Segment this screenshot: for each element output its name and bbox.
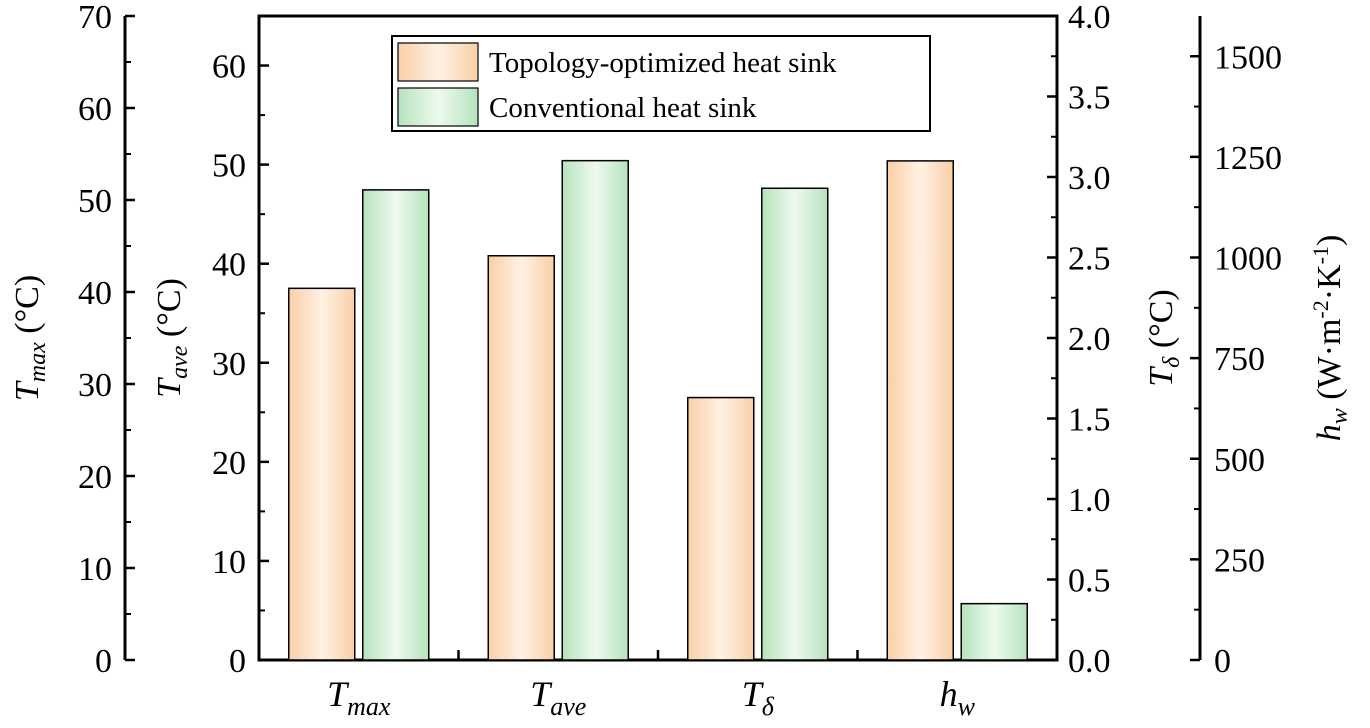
tick-label-Tave: 60 (212, 49, 246, 86)
tick-label-Tdelta: 2.0 (1068, 321, 1111, 358)
legend-box (391, 35, 931, 132)
tick-label-hw: 250 (1214, 542, 1265, 579)
axis-Tave: 0 10 20 30 40 50 60 Tave (°C) (151, 49, 269, 680)
tick-label-hw: 750 (1214, 341, 1265, 378)
category-label-hw: hw (940, 674, 976, 721)
tick-label-Tmax: 30 (78, 367, 112, 404)
bar-topology-Tmax (288, 287, 356, 661)
tick-label-Tave: 30 (212, 346, 246, 383)
legend-swatch-topology (397, 42, 479, 82)
axes-layer: 0 10 20 30 40 50 60 70 Tmax (°C) 0 10 20 30 40 50 60 Tav… (9, 0, 1353, 680)
axis-title-Tmax: Tmax (°C) (9, 275, 51, 401)
category-label-Tave: Tave (530, 674, 586, 721)
tick-label-hw: 1000 (1214, 241, 1282, 278)
legend: Topology-optimized heat sink Conventiona… (391, 35, 931, 132)
bar-conventional-Tmax (362, 189, 430, 661)
tick-label-Tave: 20 (212, 445, 246, 482)
legend-swatch-conventional (397, 87, 479, 127)
tick-label-Tave: 0 (229, 643, 246, 680)
bar-topology-Tdelta (687, 396, 755, 661)
tick-label-hw: 1500 (1214, 39, 1282, 76)
bar-conventional-Tdelta (761, 187, 829, 661)
tick-label-hw: 500 (1214, 442, 1265, 479)
bar-conventional-hw (960, 602, 1028, 661)
tick-label-Tmax: 40 (78, 275, 112, 312)
tick-label-Tmax: 70 (78, 0, 112, 36)
tick-label-Tave: 40 (212, 247, 246, 284)
tick-label-Tave: 10 (212, 544, 246, 581)
tick-label-Tmax: 0 (95, 643, 112, 680)
tick-label-Tdelta: 1.0 (1068, 482, 1111, 519)
tick-label-Tdelta: 4.0 (1068, 0, 1111, 36)
bar-topology-Tave (487, 255, 555, 661)
axis-Tdelta: 0.0 0.5 1.0 1.5 2.0 2.5 3.0 3.5 4.0 Tδ (°C) (1047, 0, 1185, 680)
category-label-Tmax: Tmax (327, 674, 391, 721)
tick-label-Tmax: 60 (78, 91, 112, 128)
axis-hw: 0 250 500 750 1000 1250 1500 hw (W·m-2·K-1) (1190, 16, 1353, 680)
tick-label-Tdelta: 1.5 (1068, 402, 1111, 439)
tick-label-Tdelta: 0.0 (1068, 643, 1111, 680)
category-labels: Tmax Tave Tδ hw (327, 674, 976, 721)
tick-label-hw: 1250 (1214, 140, 1282, 177)
tick-label-Tmax: 10 (78, 551, 112, 588)
tick-label-Tdelta: 3.0 (1068, 160, 1111, 197)
axis-title-Tave: Tave (°C) (151, 278, 193, 398)
tick-label-hw: 0 (1214, 643, 1231, 680)
category-label-Tdelta: Tδ (742, 674, 775, 721)
axis-title-Tdelta: Tδ (°C) (1143, 289, 1185, 387)
tick-label-Tmax: 20 (78, 459, 112, 496)
legend-label-topology: Topology-optimized heat sink (489, 47, 837, 79)
tick-label-Tdelta: 2.5 (1068, 241, 1111, 278)
tick-label-Tdelta: 0.5 (1068, 563, 1111, 600)
axis-title-hw: hw (W·m-2·K-1) (1308, 235, 1353, 442)
tick-label-Tdelta: 3.5 (1068, 80, 1111, 117)
bars-layer (288, 159, 1028, 661)
tick-label-Tmax: 50 (78, 183, 112, 220)
legend-label-conventional: Conventional heat sink (489, 92, 757, 124)
tick-label-Tave: 50 (212, 148, 246, 185)
axis-Tmax: 0 10 20 30 40 50 60 70 Tmax (°C) (9, 0, 135, 680)
bar-conventional-Tave (561, 159, 629, 661)
bar-topology-hw (886, 160, 954, 661)
